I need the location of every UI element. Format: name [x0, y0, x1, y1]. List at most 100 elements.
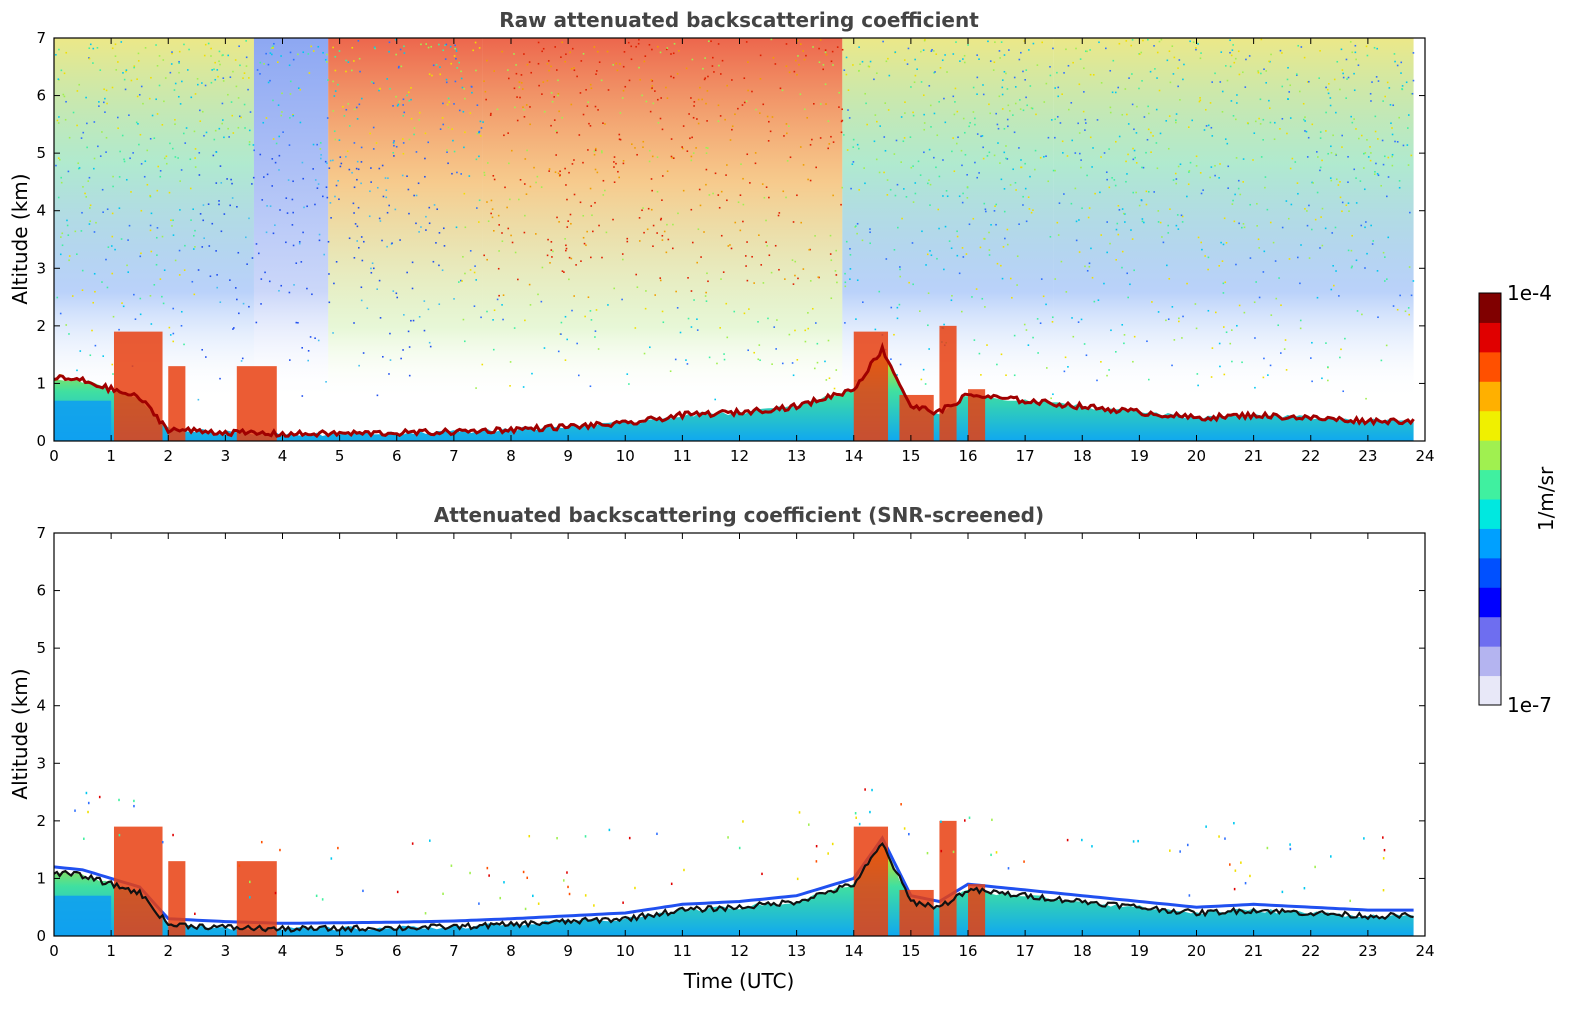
backscatter-speckle — [1345, 97, 1347, 99]
backscatter-speckle — [277, 104, 280, 106]
backscatter-speckle — [346, 150, 349, 153]
backscatter-speckle — [705, 152, 708, 154]
backscatter-speckle — [696, 329, 699, 331]
backscatter-speckle — [654, 294, 656, 296]
backscatter-speckle — [178, 60, 180, 63]
backscatter-speckle — [1058, 202, 1061, 204]
backscatter-speckle — [163, 157, 166, 160]
backscatter-speckle — [1040, 278, 1043, 280]
backscatter-speckle — [360, 97, 363, 100]
backscatter-speckle — [783, 135, 785, 137]
backscatter-speckle — [438, 43, 440, 46]
backscatter-speckle — [89, 354, 92, 357]
backscatter-speckle — [430, 45, 432, 48]
backscatter-speckle — [285, 197, 288, 199]
backscatter-speckle — [1258, 117, 1260, 120]
backscatter-speckle — [874, 114, 877, 116]
backscatter-speckle — [622, 160, 625, 162]
backscatter-speckle — [249, 111, 252, 113]
backscatter-speckle — [1050, 397, 1052, 400]
backscatter-speckle — [1162, 241, 1165, 244]
backscatter-speckle — [1242, 223, 1245, 225]
screened-speckle — [656, 832, 658, 836]
backscatter-speckle — [705, 291, 707, 294]
backscatter-speckle — [899, 363, 902, 366]
screened-speckle — [450, 864, 453, 867]
backscatter-speckle — [1195, 47, 1197, 49]
backscatter-speckle — [976, 54, 978, 56]
backscatter-speckle — [1237, 179, 1240, 182]
backscatter-speckle — [570, 103, 573, 106]
backscatter-speckle — [525, 193, 528, 195]
backscatter-speckle — [289, 117, 291, 119]
backscatter-speckle — [1032, 209, 1034, 211]
backscatter-speckle — [1195, 327, 1198, 330]
backscatter-speckle — [353, 142, 356, 144]
backscatter-speckle — [268, 280, 271, 283]
backscatter-speckle — [907, 47, 910, 50]
backscatter-speckle — [522, 106, 524, 109]
backscatter-speckle — [604, 123, 606, 125]
backscatter-speckle — [682, 125, 685, 127]
backscatter-speckle — [962, 256, 965, 258]
backscatter-speckle — [1012, 114, 1014, 116]
backscatter-speckle — [484, 90, 487, 93]
backscatter-speckle — [428, 341, 431, 344]
backscatter-speckle — [129, 157, 131, 160]
backscatter-speckle — [1022, 70, 1024, 73]
x-tick-label: 20 — [1187, 942, 1206, 960]
backscatter-speckle — [929, 183, 932, 186]
backscatter-speckle — [726, 84, 728, 87]
backscatter-speckle — [592, 230, 594, 233]
backscatter-speckle — [395, 38, 397, 41]
backscatter-speckle — [1189, 161, 1192, 164]
backscatter-speckle — [933, 112, 936, 115]
backscatter-speckle — [556, 69, 558, 71]
backscatter-speckle — [1005, 374, 1007, 377]
backscatter-speckle — [381, 239, 383, 242]
backscatter-speckle — [571, 47, 574, 50]
screened-speckle — [161, 840, 164, 844]
backscatter-speckle — [734, 113, 736, 116]
panel-raw-title: Raw attenuated backscattering coefficien… — [499, 8, 979, 32]
backscatter-speckle — [1166, 59, 1169, 62]
backscatter-speckle — [894, 51, 897, 53]
backscatter-speckle — [594, 149, 597, 152]
backscatter-speckle — [1332, 264, 1334, 267]
backscatter-speckle — [156, 189, 159, 192]
colorbar-segment — [1479, 322, 1501, 353]
backscatter-speckle — [980, 374, 982, 376]
backscatter-speckle — [612, 64, 615, 66]
backscatter-speckle — [121, 302, 123, 304]
backscatter-speckle — [1080, 159, 1082, 161]
backscatter-speckle — [77, 162, 80, 165]
backscatter-speckle — [333, 282, 335, 285]
backscatter-speckle — [99, 155, 102, 157]
backscatter-speckle — [1054, 118, 1056, 121]
backscatter-speckle — [1132, 191, 1135, 194]
backscatter-speckle — [757, 358, 760, 361]
backscatter-speckle — [693, 299, 695, 301]
backscatter-speckle — [1264, 176, 1267, 178]
backscatter-speckle — [654, 90, 656, 92]
backscatter-speckle — [126, 264, 128, 267]
backscatter-speckle — [345, 108, 348, 111]
backscatter-speckle — [1172, 73, 1175, 75]
backscatter-speckle — [681, 147, 684, 150]
backscatter-speckle — [310, 45, 312, 48]
backscatter-speckle — [1259, 98, 1262, 101]
backscatter-speckle — [802, 164, 805, 166]
backscatter-speckle — [1360, 224, 1363, 227]
backscatter-speckle — [1083, 67, 1085, 70]
backscatter-speckle — [248, 305, 250, 308]
backscatter-speckle — [695, 147, 697, 149]
backscatter-speckle — [770, 271, 773, 274]
backscatter-speckle — [379, 87, 381, 90]
backscatter-speckle — [739, 229, 742, 232]
backscatter-speckle — [953, 170, 956, 173]
backscatter-speckle — [1132, 158, 1135, 161]
backscatter-speckle — [480, 127, 483, 129]
backscatter-speckle — [168, 326, 171, 329]
backscatter-speckle — [460, 173, 463, 175]
backscatter-speckle — [1143, 221, 1145, 224]
